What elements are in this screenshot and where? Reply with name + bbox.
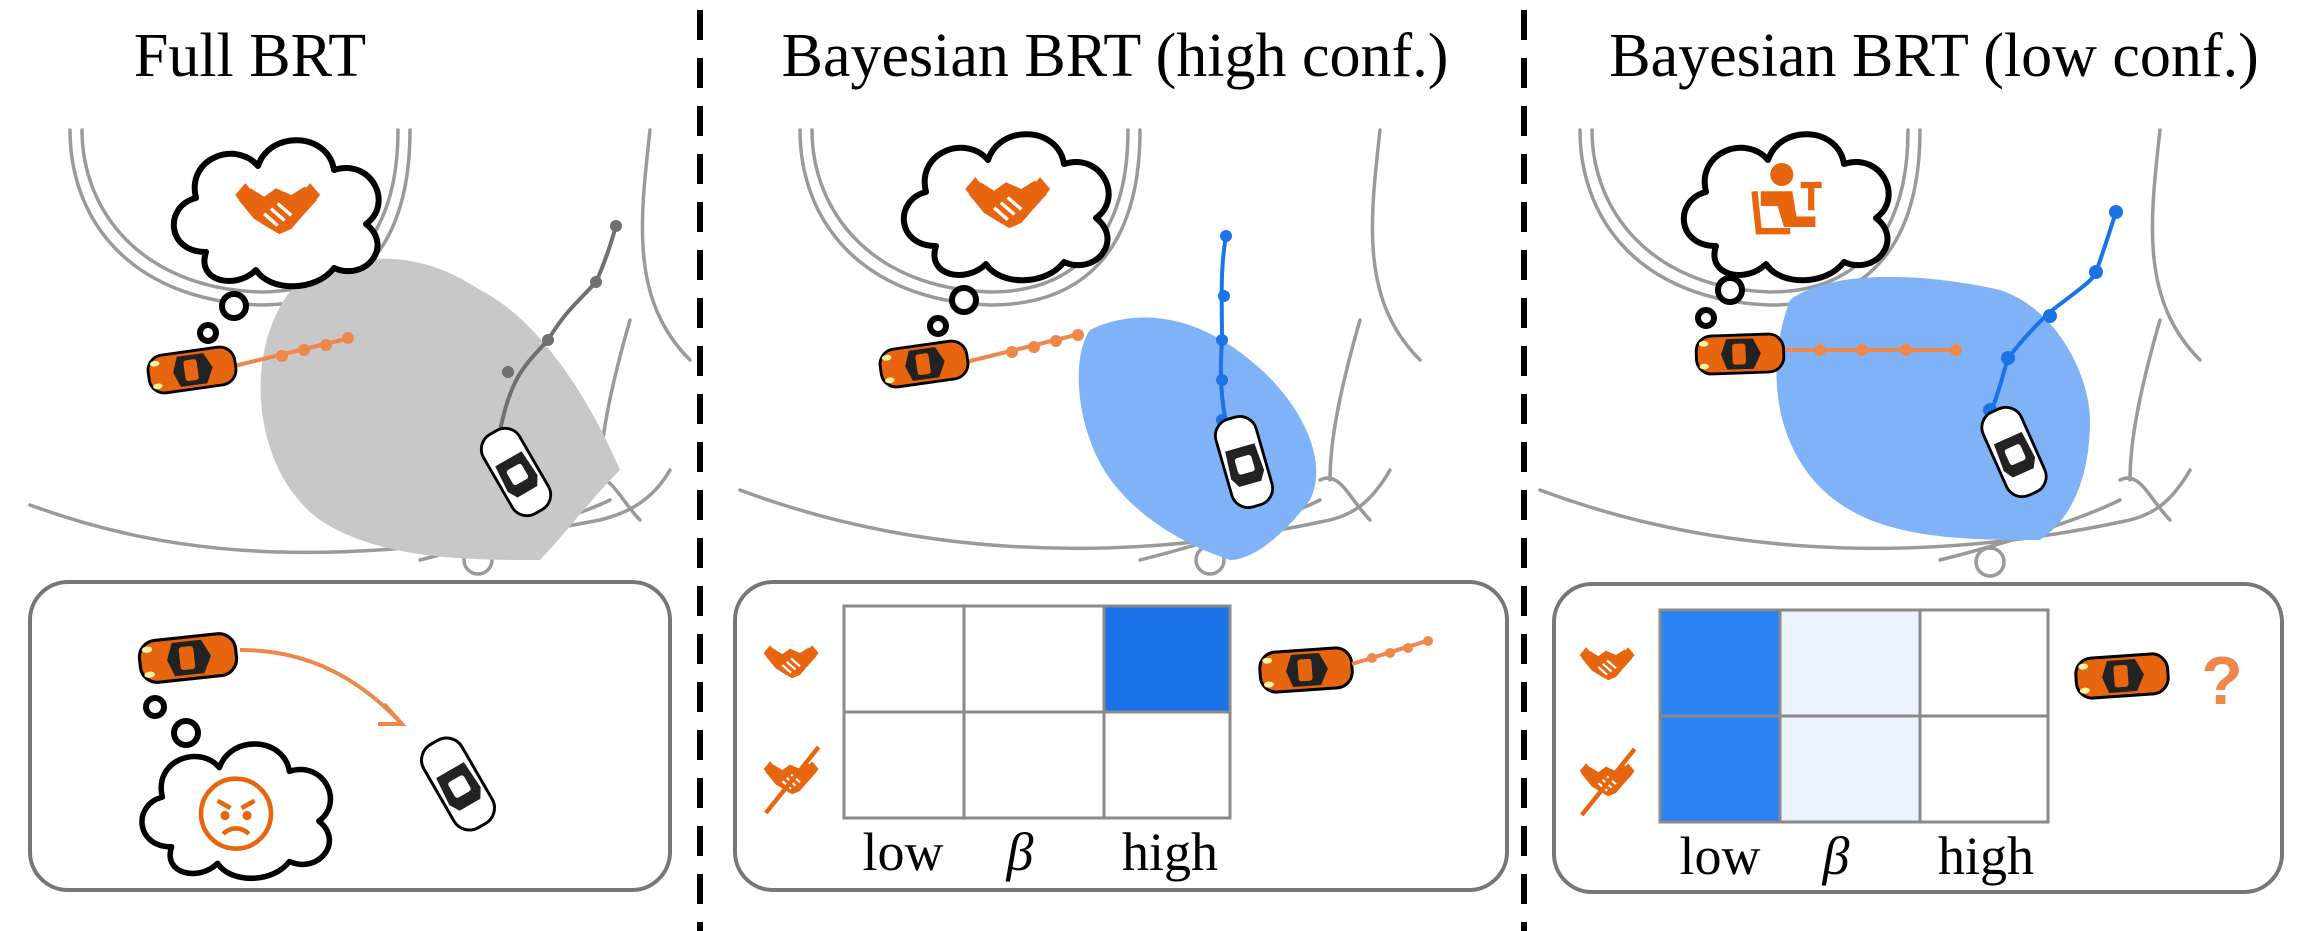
panel-title: Bayesian BRT (low conf.) <box>1609 22 2258 90</box>
grid-cell <box>1102 710 1232 820</box>
axis-label-high: high <box>1938 826 2034 886</box>
thought-bubble-tiny <box>1695 307 1717 329</box>
axis-label-beta: β <box>1006 822 1034 882</box>
explanation-box <box>28 580 672 892</box>
human-thought-cloud <box>174 140 379 286</box>
grid-cell <box>1918 714 2050 824</box>
panel-title: Full BRT <box>134 22 366 90</box>
uncertainty-question-mark: ? <box>2201 643 2243 719</box>
human-car <box>1694 332 1786 376</box>
human-trajectory <box>233 332 354 368</box>
thought-bubble-small <box>949 285 979 315</box>
grid-cell <box>962 604 1106 714</box>
grid-cell-mid-light <box>1778 714 1922 824</box>
axis-label-beta: β <box>1822 826 1850 886</box>
human-trajectory <box>965 329 1084 364</box>
grid-cell <box>842 604 966 714</box>
panel-title: Bayesian BRT (high conf.) <box>782 22 1449 90</box>
human-trajectory <box>1760 344 1962 356</box>
human-thought-cloud <box>904 134 1109 280</box>
human-thought-cloud <box>1684 134 1889 280</box>
grid-cell-low-active <box>1658 714 1782 824</box>
box-human-car <box>1257 645 1355 695</box>
box-human-car <box>2073 651 2171 701</box>
human-car <box>144 343 240 397</box>
inset-thought-cloud <box>142 744 330 878</box>
brt-region <box>1078 317 1317 560</box>
grid-cell-high-active <box>1102 604 1232 714</box>
thought-bubble-small <box>1715 275 1745 305</box>
belief-grid <box>1658 608 2050 824</box>
inset-human-car <box>136 630 240 686</box>
angry-face-icon <box>198 776 274 851</box>
panel-bayesian-high: Bayesian BRT (high conf.) <box>733 22 1509 892</box>
panel-full-brt: Full BRT <box>28 22 692 892</box>
thought-bubble-small <box>219 291 249 321</box>
robot-trajectory <box>1216 230 1232 431</box>
grid-cell-mid-light <box>1778 608 1922 718</box>
row-icon-no-handshake <box>1578 747 1637 817</box>
grid-cell <box>842 710 966 820</box>
axis-label-high: high <box>1122 822 1218 882</box>
row-icon-no-handshake <box>762 745 821 815</box>
grid-cell-low-active <box>1658 608 1782 718</box>
thought-bubble-tiny <box>927 315 949 337</box>
brt-region <box>260 258 620 560</box>
axis-label-low: low <box>1680 826 1761 886</box>
belief-grid <box>842 604 1232 820</box>
grid-cell <box>962 710 1106 820</box>
thought-bubble-tiny <box>197 322 219 344</box>
robot-trajectory <box>496 220 622 441</box>
axis-label-low: low <box>863 822 944 882</box>
road-map <box>738 128 1422 576</box>
box-human-trajectory <box>1351 636 1433 666</box>
human-car <box>876 337 972 391</box>
panel-bayesian-low: Bayesian BRT (low conf.) <box>1538 22 2284 894</box>
inset-bubble-small <box>171 718 201 748</box>
grid-cell <box>1918 608 2050 718</box>
inset-bubble-tiny <box>143 695 167 719</box>
